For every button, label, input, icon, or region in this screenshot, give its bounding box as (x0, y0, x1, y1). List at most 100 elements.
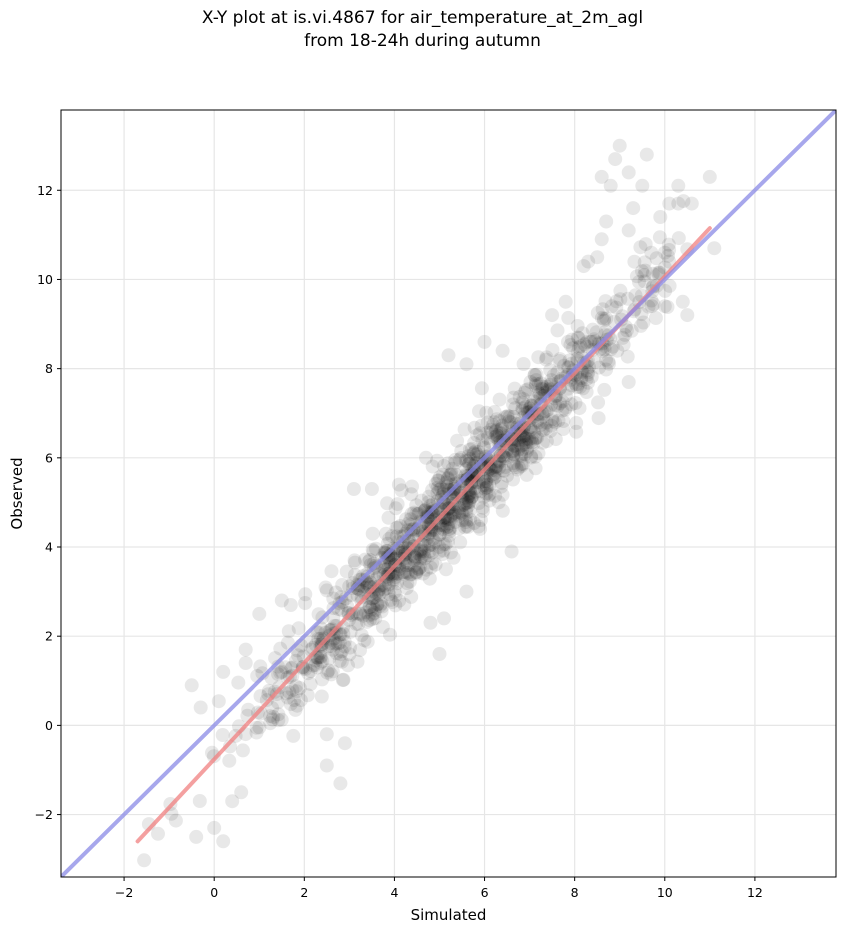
scatter-point (333, 647, 348, 662)
scatter-point (409, 565, 424, 580)
scatter-point (470, 428, 485, 443)
scatter-point (443, 545, 458, 560)
scatter-point (359, 605, 374, 620)
scatter-point (378, 545, 393, 560)
scatter-point (357, 633, 372, 648)
scatter-point (360, 634, 375, 649)
scatter-point (512, 389, 527, 404)
y-tick-label: 8 (45, 361, 53, 376)
scatter-point (457, 497, 472, 512)
scatter-point (432, 527, 447, 542)
scatter-point (235, 743, 250, 758)
scatter-point (590, 305, 605, 320)
scatter-point (527, 425, 542, 440)
y-tick-label: 10 (37, 272, 53, 287)
scatter-point (502, 409, 517, 424)
scatter-point (401, 558, 416, 573)
scatter-point (390, 497, 405, 512)
scatter-point (480, 425, 495, 440)
scatter-point (481, 488, 496, 502)
scatter-point (609, 300, 624, 315)
scatter-point (548, 398, 563, 413)
scatter-point (328, 585, 343, 600)
scatter-point (662, 254, 677, 269)
scatter-point (314, 689, 329, 704)
scatter-point (462, 504, 477, 518)
scatter-point (318, 580, 333, 595)
scatter-point (454, 506, 469, 521)
scatter-point (506, 472, 520, 487)
scatter-point (532, 406, 547, 421)
scatter-point (442, 512, 457, 527)
scatter-point (430, 494, 445, 508)
scatter-point (192, 794, 207, 808)
scatter-point (254, 706, 268, 721)
scatter-point (417, 549, 431, 564)
scatter-point (662, 196, 677, 211)
scatter-point (380, 581, 395, 596)
scatter-point (524, 449, 539, 464)
scatter-point (530, 430, 545, 445)
scatter-point (494, 421, 509, 436)
scatter-point (569, 424, 584, 439)
scatter-point (207, 820, 222, 835)
scatter-point (653, 210, 668, 224)
scatter-point (448, 476, 463, 491)
scatter-point (455, 475, 470, 490)
scatter-point (621, 165, 636, 180)
scatter-point (455, 513, 469, 528)
scatter-point (585, 322, 600, 337)
scatter-point (474, 381, 489, 396)
scatter-point (473, 513, 488, 527)
scatter-point (252, 720, 267, 735)
scatter-point (528, 431, 543, 446)
scatter-point (390, 520, 405, 535)
scatter-point (464, 490, 479, 505)
scatter-point (597, 382, 612, 397)
scatter-point (383, 560, 398, 575)
scatter-point (412, 560, 427, 575)
scatter-point (366, 556, 381, 571)
scatter-point (641, 299, 656, 314)
scatter-point (534, 422, 549, 437)
scatter-point (409, 506, 424, 521)
scatter-point (424, 505, 439, 520)
scatter-point (498, 460, 513, 474)
scatter-point (482, 477, 497, 492)
scatter-point (487, 405, 502, 419)
scatter-point (495, 418, 510, 433)
scatter-point (459, 519, 474, 534)
ticks-layer: −2 0 2 4 6 8 10 12 −2 0 2 4 6 8 10 12 (35, 183, 763, 900)
scatter-point (553, 352, 567, 367)
scatter-point (570, 344, 585, 359)
scatter-point (506, 409, 521, 424)
scatter-point (407, 505, 422, 520)
scatter-point (428, 503, 443, 518)
scatter-point (326, 611, 341, 626)
scatter-point (419, 450, 433, 465)
scatter-point (378, 526, 393, 541)
scatter-point (562, 353, 577, 368)
scatter-point (621, 375, 636, 389)
scatter-point (330, 636, 345, 651)
scatter-point (421, 518, 436, 533)
scatter-point (442, 524, 457, 539)
scatter-point (377, 582, 392, 597)
scatter-point (448, 467, 463, 482)
scatter-point (619, 323, 634, 338)
scatter-point (372, 579, 387, 594)
scatter-point (461, 519, 476, 534)
scatter-point (301, 666, 316, 681)
scatter-point (476, 439, 491, 454)
scatter-point (459, 584, 474, 599)
scatter-point (548, 432, 563, 447)
scatter-point (603, 178, 618, 193)
scatter-point (500, 410, 515, 424)
x-tick-label: 2 (300, 885, 308, 900)
scatter-point (591, 395, 606, 410)
scatter-point (461, 494, 476, 509)
scatter-point (380, 562, 395, 577)
scatter-point (651, 265, 666, 280)
scatter-point (487, 467, 501, 482)
scatter-point (238, 656, 253, 670)
